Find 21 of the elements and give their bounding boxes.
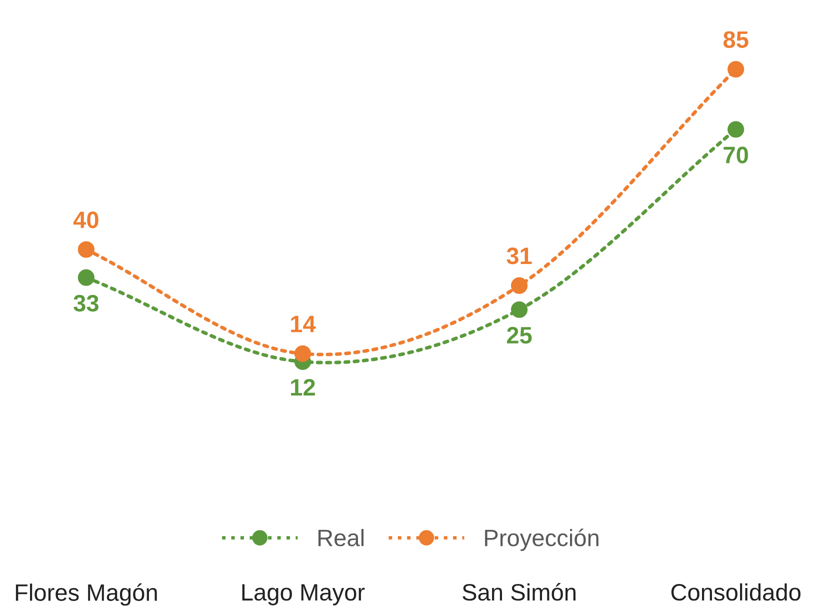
point (728, 60, 744, 78)
point (728, 121, 744, 138)
x-tick-label: Consolidado (671, 583, 800, 601)
data-label: 12 (291, 378, 315, 396)
legend-label: Proyección (485, 528, 598, 551)
point (78, 269, 94, 286)
data-label: 85 (723, 31, 748, 48)
x-tick-label: San Simón (462, 583, 576, 601)
data-label: 70 (724, 146, 748, 164)
legend-label: Real (318, 528, 364, 546)
x-tick-label: Flores Magón (16, 583, 157, 606)
point (294, 345, 312, 362)
point (510, 301, 528, 318)
data-label: 31 (506, 248, 532, 264)
data-label: 40 (73, 211, 98, 228)
point (510, 277, 528, 294)
x-tick-label: Lago Mayor (242, 584, 365, 606)
point (78, 241, 94, 258)
data-label: 25 (506, 326, 532, 344)
data-label: 33 (74, 294, 98, 312)
data-label: 14 (291, 316, 316, 332)
